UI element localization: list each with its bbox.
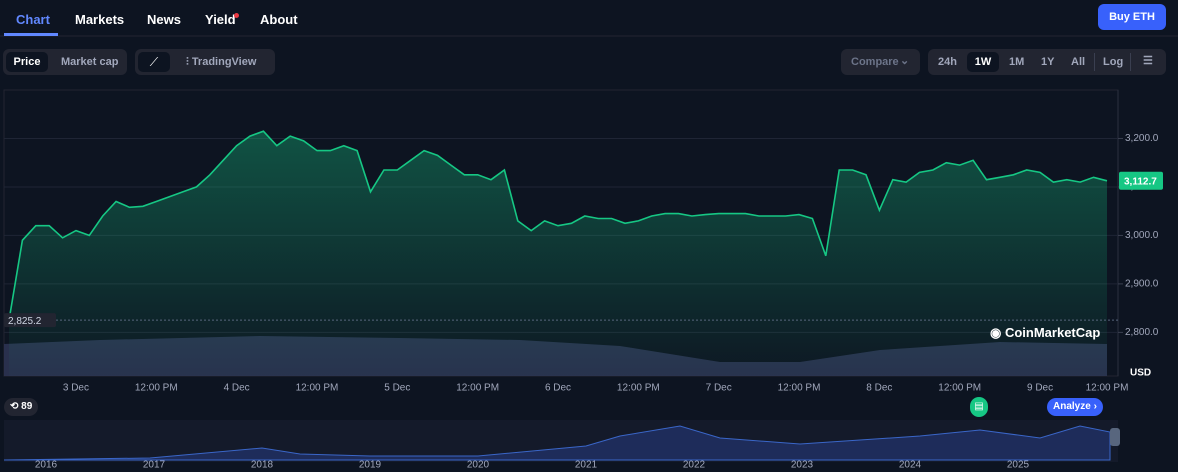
navigator-year: 2025 [1007, 460, 1030, 471]
x-tick-label: 9 Dec [1027, 383, 1053, 394]
badge-icon: ⟲ [10, 401, 22, 412]
tradingview-label: ⫶ [186, 56, 192, 68]
range-button[interactable]: 1Y [1041, 56, 1055, 68]
y-tick-label: 2,900.0 [1125, 279, 1159, 290]
divider [1130, 53, 1131, 71]
y-tick-label: 3,000.0 [1125, 230, 1159, 241]
x-tick-label: 3 Dec [63, 383, 89, 394]
x-tick-label: 6 Dec [545, 383, 571, 394]
x-tick-label: 12:00 PM [938, 383, 981, 394]
navigator-handle[interactable] [1110, 428, 1120, 446]
x-tick-label: 12:00 PM [456, 383, 499, 394]
nav-tab[interactable]: About [260, 12, 298, 27]
last-price-label: 3,112.7 [1124, 176, 1157, 187]
x-tick-label: 5 Dec [384, 383, 410, 394]
note-button[interactable]: ▤ [970, 397, 988, 417]
tab[interactable]: Market cap [61, 56, 119, 68]
range-button[interactable]: 1W [967, 52, 999, 72]
x-tick-label: 4 Dec [224, 383, 250, 394]
x-tick-label: 8 Dec [866, 383, 892, 394]
log-button[interactable]: Log [1103, 56, 1124, 68]
range-button[interactable]: All [1071, 56, 1086, 68]
nav-tab[interactable]: News [147, 12, 181, 27]
range-button[interactable]: 24h [938, 56, 957, 68]
navigator-year: 2016 [35, 460, 58, 471]
low-tag [4, 313, 56, 328]
settings-icon[interactable]: ☰ [1143, 55, 1153, 67]
navigator-year: 2018 [251, 460, 274, 471]
navigator-year: 2023 [791, 460, 814, 471]
compare-group [841, 49, 920, 75]
x-tick-label: 12:00 PM [296, 383, 339, 394]
range-button[interactable]: 1M [1009, 56, 1025, 68]
navigator-line [3, 425, 1111, 461]
x-tick-label: 12:00 PM [617, 383, 660, 394]
analyze-text: Analyze [1053, 401, 1091, 412]
notification-dot [234, 13, 239, 18]
badge-count: 89 [21, 401, 33, 412]
chevron: ⌄ [900, 55, 910, 67]
compare-button[interactable]: Compare [851, 56, 899, 68]
tradingview-text: TradingView [191, 56, 257, 68]
watermark-icon: ◉ [990, 325, 1005, 340]
analyze-button[interactable]: Analyze › [1047, 398, 1103, 416]
nav-tab[interactable]: Markets [75, 12, 125, 27]
price-line [8, 130, 1108, 321]
navigator-year: 2021 [575, 460, 598, 471]
x-tick-label: 7 Dec [706, 383, 732, 394]
analyze-chevron: › [1090, 401, 1097, 412]
y-tick-label: 2,800.0 [1125, 327, 1159, 338]
navigator-year: 2024 [899, 460, 922, 471]
navigator-year: 2020 [467, 460, 490, 471]
badge[interactable]: ⟲ 89 [4, 398, 39, 416]
navigator-year: 2017 [143, 460, 166, 471]
buy-button[interactable]: Buy ETH [1098, 4, 1166, 30]
divider [1094, 53, 1095, 71]
tab[interactable]: Price [6, 52, 48, 72]
y-tick-label: 3,200.0 [1125, 133, 1159, 144]
navigator-year: 2022 [683, 460, 706, 471]
line-icon[interactable]: ⟋ [138, 52, 170, 72]
active-indicator [4, 33, 58, 36]
tradingview-button[interactable]: ⫶ TradingView [186, 56, 256, 69]
price-area [9, 131, 1107, 376]
navigator-year: 2019 [359, 460, 382, 471]
nav-tab[interactable]: Chart [16, 12, 50, 27]
x-tick-label: 12:00 PM [1086, 383, 1129, 394]
x-tick-label: 12:00 PM [778, 383, 821, 394]
nav-tab[interactable]: Yield [205, 12, 236, 27]
unit-label: USD [1130, 368, 1151, 379]
last-price-tag [1119, 171, 1163, 190]
low-label: 2,825.2 [8, 316, 42, 327]
x-tick-label: 12:00 PM [135, 383, 178, 394]
watermark: ◉ CoinMarketCap [990, 325, 1100, 341]
watermark-text: CoinMarketCap [1004, 325, 1101, 340]
